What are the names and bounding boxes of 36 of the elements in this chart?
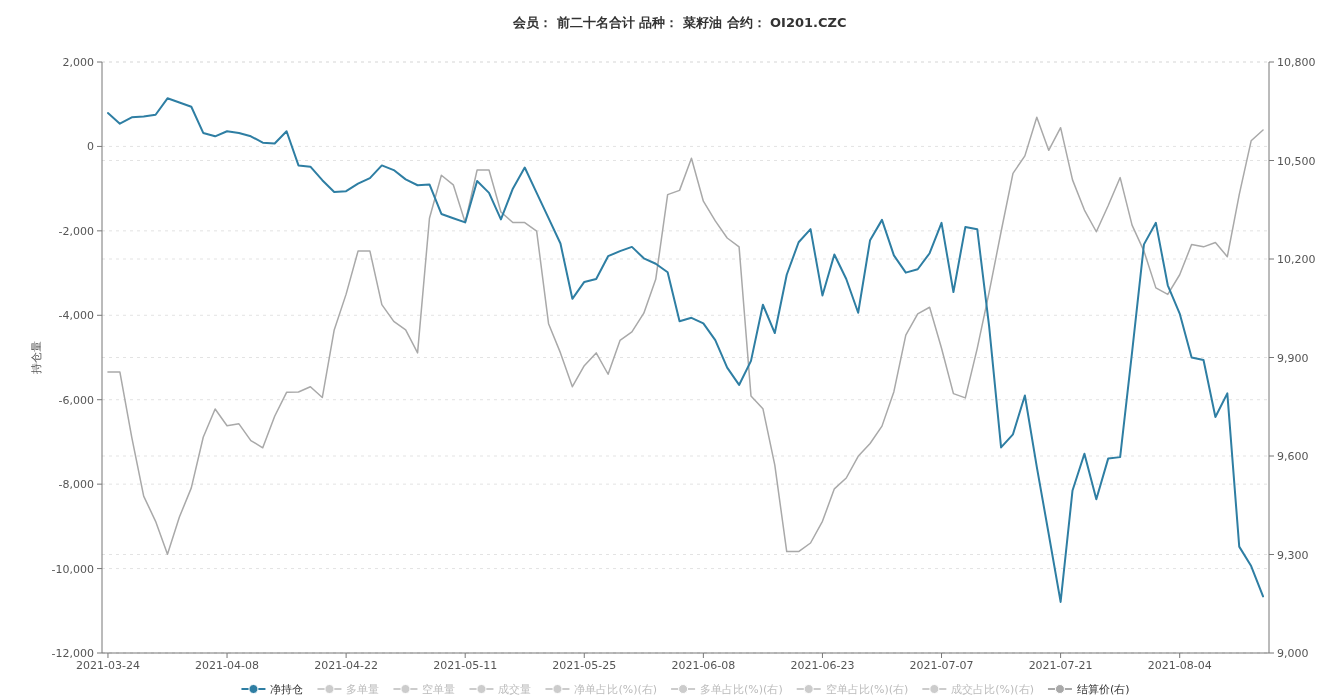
legend-label: 净持仓 xyxy=(270,683,304,696)
x-tick-label: 2021-08-04 xyxy=(1147,659,1212,672)
chart-title: 会员： 前二十名合计 品种： 菜籽油 合约： OI201.CZC xyxy=(512,15,847,30)
y-tick-label: 0 xyxy=(87,140,94,154)
legend-label: 成交量 xyxy=(498,683,532,696)
legend-label: 空单量 xyxy=(422,683,456,696)
legend-label: 多单占比(%)(右) xyxy=(700,683,783,696)
y2-tick-label: 9,300 xyxy=(1277,548,1309,562)
y2-tick-label: 9,900 xyxy=(1277,351,1309,365)
legend-label: 成交占比(%)(右) xyxy=(951,683,1034,696)
x-tick-label: 2021-04-22 xyxy=(314,659,379,672)
y-tick-label: -8,000 xyxy=(58,478,94,492)
x-tick-label: 2021-07-21 xyxy=(1028,659,1093,672)
y2-tick-label: 9,600 xyxy=(1277,450,1309,463)
x-tick-label: 2021-03-24 xyxy=(75,659,140,672)
legend-label: 净单占比(%)(右) xyxy=(574,683,658,696)
y-tick-label: -4,000 xyxy=(58,309,94,323)
y-tick-label: -10,000 xyxy=(51,562,94,576)
y2-tick-label: 10,500 xyxy=(1277,154,1316,168)
y-axis-title: 持仓量 xyxy=(30,341,43,374)
y-tick-label: 2,000 xyxy=(62,56,94,69)
y2-tick-label: 9,000 xyxy=(1277,647,1309,660)
y-tick-label: -6,000 xyxy=(58,393,94,407)
legend-label: 空单占比(%)(右) xyxy=(825,683,909,696)
x-tick-label: 2021-05-25 xyxy=(552,659,617,672)
x-tick-label: 2021-06-23 xyxy=(790,659,855,672)
x-tick-label: 2021-05-11 xyxy=(433,659,498,672)
x-tick-label: 2021-07-07 xyxy=(909,659,974,672)
legend-label: 多单量 xyxy=(346,683,380,696)
y-tick-label: -12,000 xyxy=(51,647,94,660)
x-tick-label: 2021-06-08 xyxy=(671,659,736,672)
y-tick-label: -2,000 xyxy=(58,224,94,238)
y2-tick-label: 10,200 xyxy=(1277,253,1316,266)
y2-tick-label: 10,800 xyxy=(1277,56,1316,69)
legend-label: 结算价(右) xyxy=(1076,683,1130,696)
x-tick-label: 2021-04-08 xyxy=(195,659,259,672)
